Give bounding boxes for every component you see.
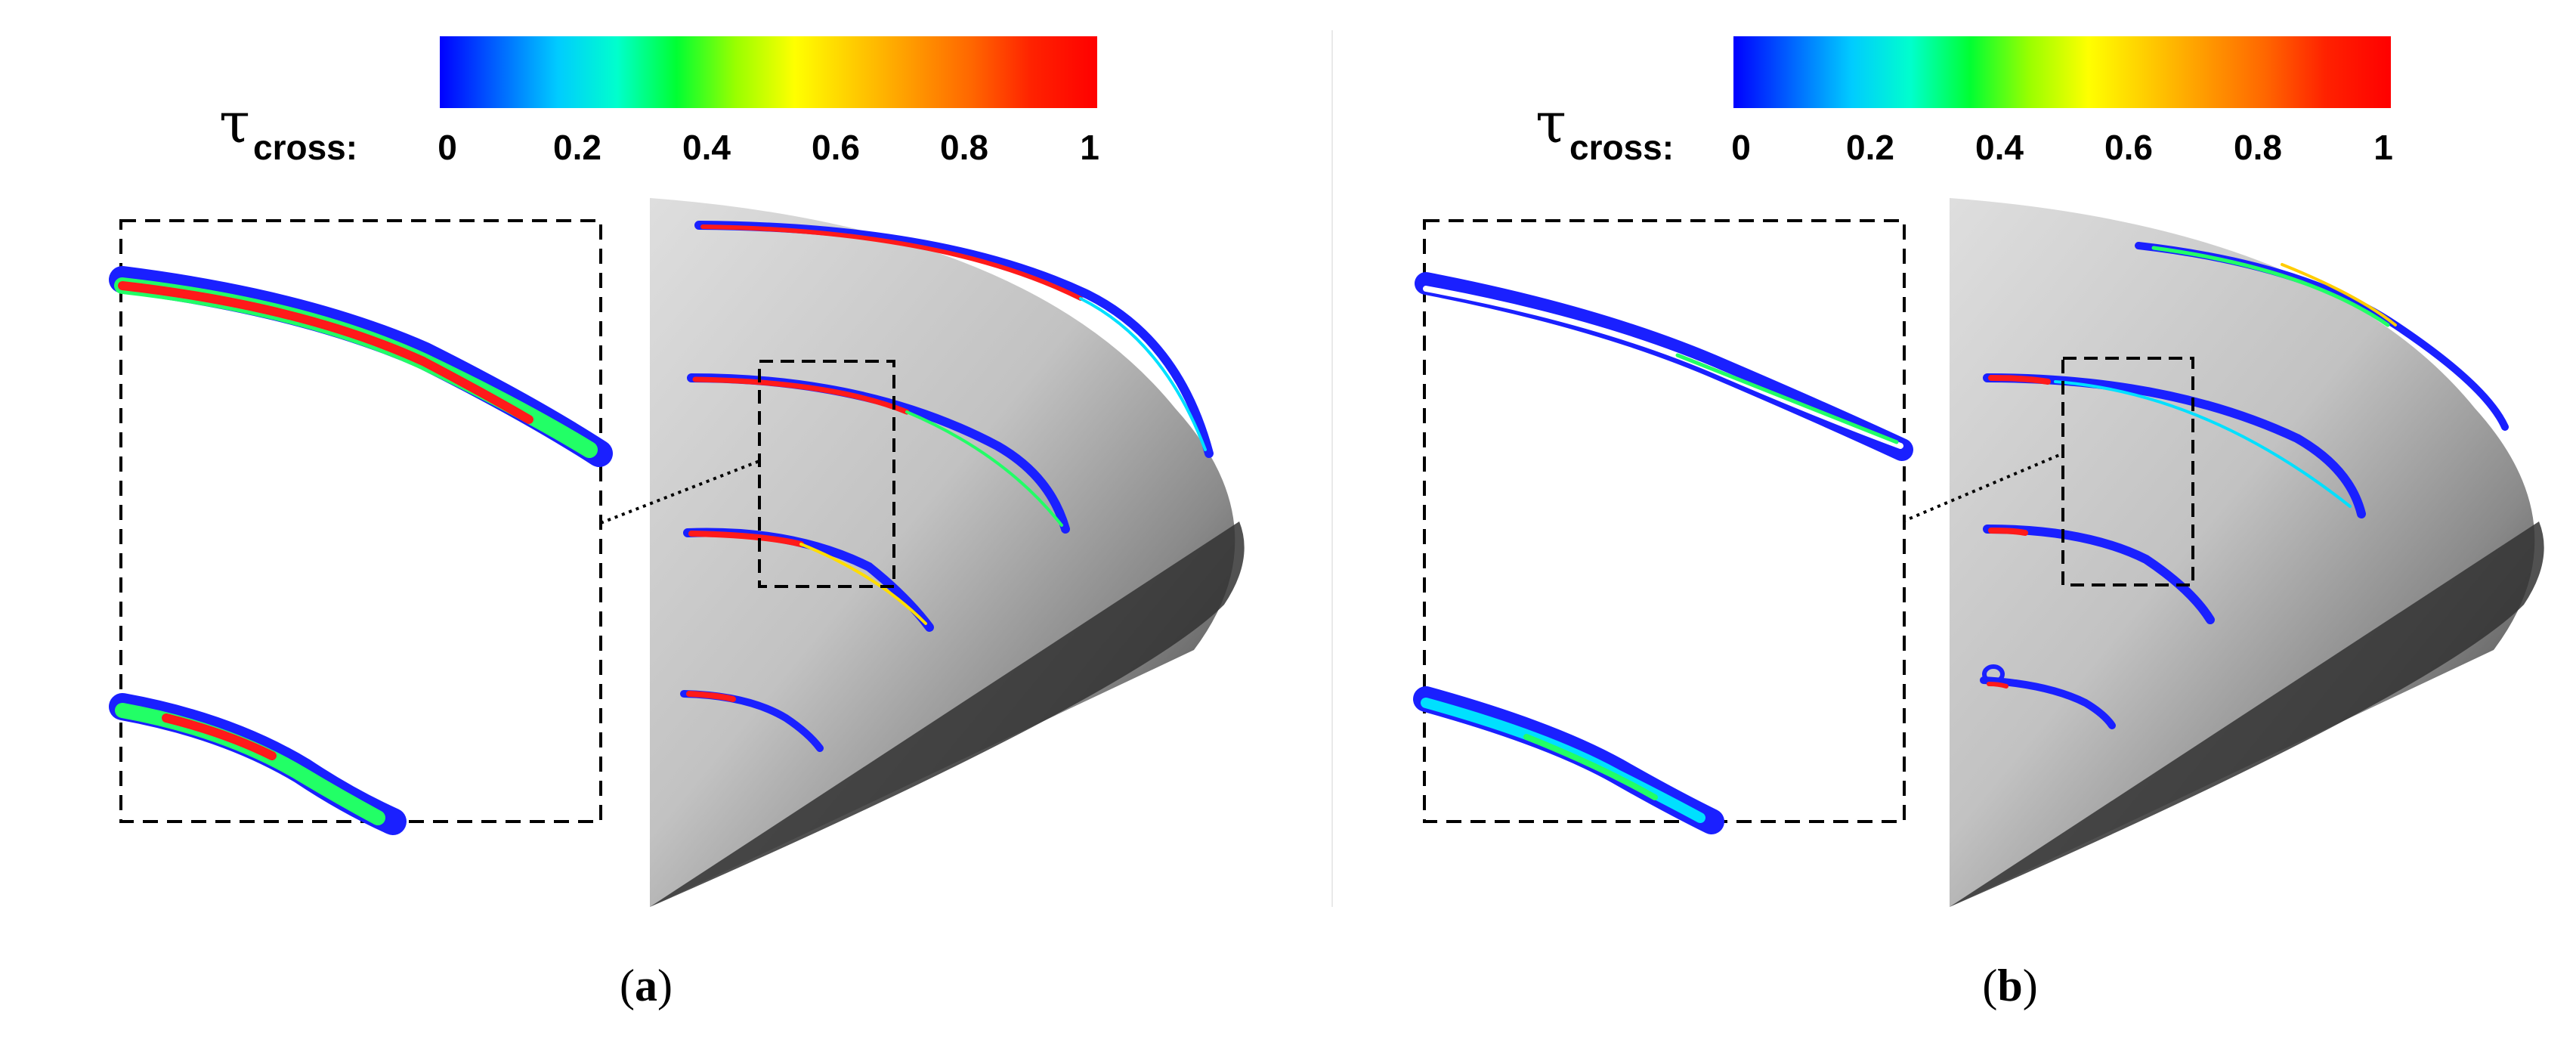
panel-a-graphic xyxy=(109,36,1245,907)
tick-0.8: 0.8 xyxy=(2234,128,2282,167)
cone-shadow xyxy=(650,521,1245,907)
cone-shadow xyxy=(1950,521,2544,907)
panel-divider xyxy=(1331,30,1333,907)
tick-0.6: 0.6 xyxy=(2104,128,2153,167)
tick-0.4: 0.4 xyxy=(682,128,731,167)
caption-a: (a) xyxy=(620,961,673,1010)
colorbar-symbol: τ xyxy=(219,91,250,156)
zoom-connector xyxy=(1902,452,2064,523)
cone-body xyxy=(650,198,1235,907)
streak-3 xyxy=(1983,525,2215,624)
streak-4 xyxy=(1980,676,2116,729)
streak-1 xyxy=(694,221,1214,458)
tick-0.2: 0.2 xyxy=(553,128,601,167)
panel-a: τ cross: xyxy=(0,0,1285,1046)
colorbar-subscript: cross: xyxy=(253,128,358,167)
zoom-connector xyxy=(600,460,760,525)
tick-0: 0 xyxy=(438,128,457,167)
tick-0.8: 0.8 xyxy=(940,128,988,167)
tick-0.4: 0.4 xyxy=(1975,128,2024,167)
colorbar-subscript: cross: xyxy=(1569,128,1675,167)
tick-1: 1 xyxy=(2373,128,2393,167)
colorbar-symbol: τ xyxy=(1535,91,1566,156)
panel-b: τ cross: xyxy=(1300,0,2576,1046)
tick-0.6: 0.6 xyxy=(812,128,860,167)
zoom-box-small xyxy=(758,360,895,588)
zoom-box-small xyxy=(2061,357,2194,586)
cone-body xyxy=(1950,198,2535,907)
tick-0.2: 0.2 xyxy=(1846,128,1894,167)
colorbar xyxy=(1733,36,2391,108)
tick-1: 1 xyxy=(1080,128,1099,167)
panel-b-graphic xyxy=(1413,36,2544,907)
caption-b: (b) xyxy=(1982,961,2038,1010)
colorbar xyxy=(440,36,1097,108)
tick-0: 0 xyxy=(1731,128,1751,167)
streak-2 xyxy=(1983,373,2366,518)
